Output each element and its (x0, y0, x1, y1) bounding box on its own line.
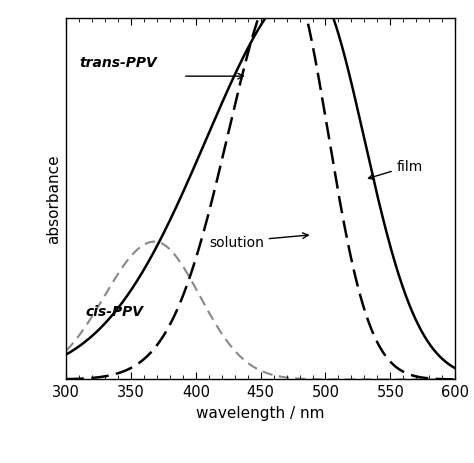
Text: film: film (368, 159, 423, 180)
Text: solution: solution (209, 233, 308, 249)
Text: trans-PPV: trans-PPV (79, 56, 157, 70)
X-axis label: wavelength / nm: wavelength / nm (196, 405, 325, 420)
Y-axis label: absorbance: absorbance (46, 154, 61, 244)
Text: cis-PPV: cis-PPV (86, 304, 144, 318)
